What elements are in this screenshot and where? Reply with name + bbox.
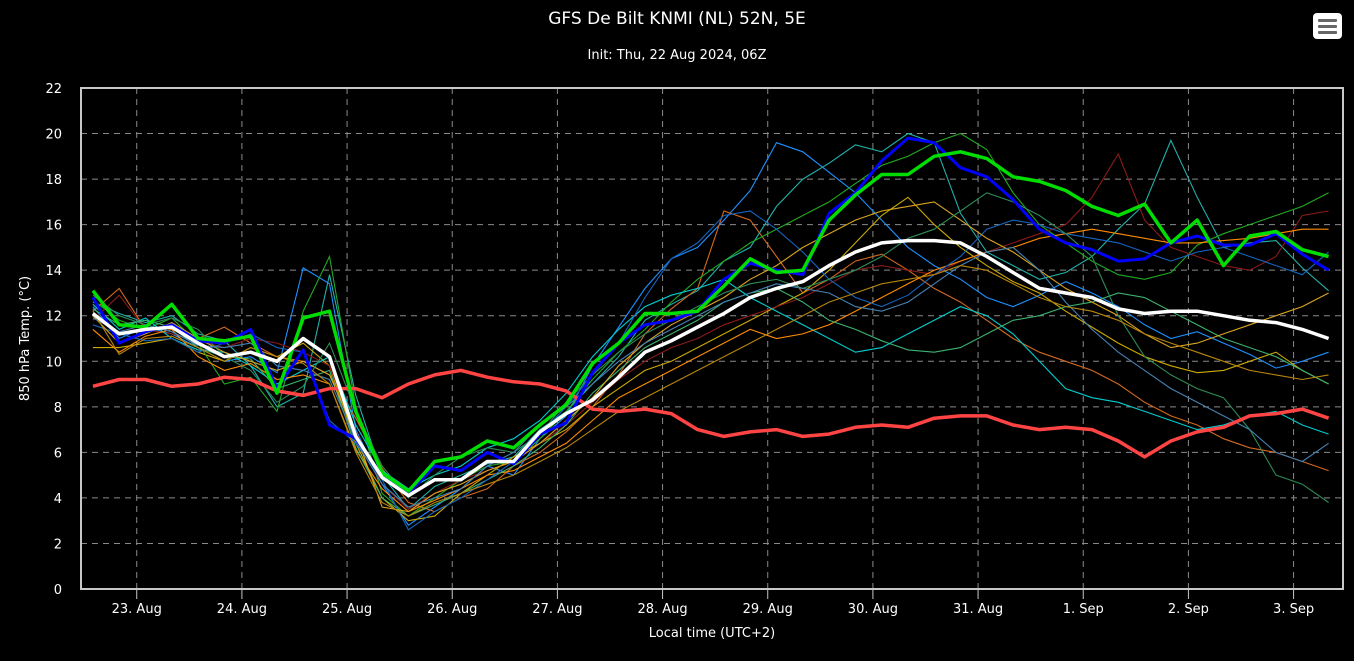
ensemble-members	[92, 132, 1329, 531]
x-axis-title: Local time (UTC+2)	[649, 626, 775, 641]
ensemble-member-line-10	[92, 210, 1329, 531]
ensemble-mean-line	[91, 238, 1330, 498]
y-tick-label: 16	[45, 219, 62, 234]
y-axis-ticks: 0 2 4 6 8 10 12 14 16 18 20 22	[45, 82, 62, 598]
x-tick-label: 3. Sep	[1273, 602, 1314, 617]
ensemble-member-line-14	[92, 265, 1329, 517]
x-axis-ticks: 23. Aug 24. Aug 25. Aug 26. Aug 27. Aug 28. A…	[112, 589, 1314, 617]
y-tick-label: 22	[45, 82, 62, 97]
x-tick-label: 1. Sep	[1063, 602, 1104, 617]
operational-run-line	[91, 136, 1330, 495]
chart-subtitle: Init: Thu, 22 Aug 2024, 06Z	[587, 48, 767, 63]
ensemble-member-line-3	[92, 210, 1329, 513]
x-tick-label: 29. Aug	[743, 602, 793, 617]
y-tick-label: 6	[54, 446, 62, 461]
plot-border	[80, 87, 1344, 590]
x-tick-label: 25. Aug	[322, 602, 372, 617]
y-tick-label: 20	[45, 128, 62, 143]
hamburger-menu-icon[interactable]	[1313, 13, 1342, 39]
x-tick-label: 31. Aug	[953, 602, 1003, 617]
ensemble-member-line-8	[92, 228, 1329, 513]
y-tick-label: 0	[54, 583, 62, 598]
y-tick-label: 10	[45, 355, 62, 370]
x-tick-label: 30. Aug	[848, 602, 898, 617]
control-run-line	[91, 150, 1330, 493]
y-tick-label: 18	[45, 173, 62, 188]
y-tick-label: 8	[54, 401, 62, 416]
y-tick-label: 4	[54, 492, 62, 507]
x-tick-label: 26. Aug	[427, 602, 477, 617]
y-tick-label: 12	[45, 310, 62, 325]
chart-title: GFS De Bilt KNMI (NL) 52N, 5E	[548, 9, 806, 29]
y-tick-label: 2	[54, 537, 62, 552]
ensemble-member-line-13	[92, 246, 1329, 508]
ensemble-member-line-1	[92, 142, 1329, 526]
main-series	[91, 136, 1330, 498]
x-tick-label: 2. Sep	[1168, 602, 1209, 617]
x-tick-label: 23. Aug	[112, 602, 162, 617]
ensemble-member-line-7	[92, 278, 1329, 490]
ensemble-member-line-6	[92, 152, 1329, 510]
climatology-line	[92, 368, 1330, 459]
ensemble-member-line-5	[92, 132, 1329, 517]
x-tick-label: 27. Aug	[532, 602, 582, 617]
ensemble-member-line-4	[92, 196, 1329, 522]
x-tick-label: 24. Aug	[217, 602, 267, 617]
y-tick-label: 14	[45, 264, 62, 279]
x-tick-label: 28. Aug	[637, 602, 687, 617]
ensemble-member-line-9	[92, 287, 1329, 517]
grid-lines	[81, 88, 1343, 589]
y-axis-title: 850 hPa Temp. (°C)	[18, 276, 33, 401]
